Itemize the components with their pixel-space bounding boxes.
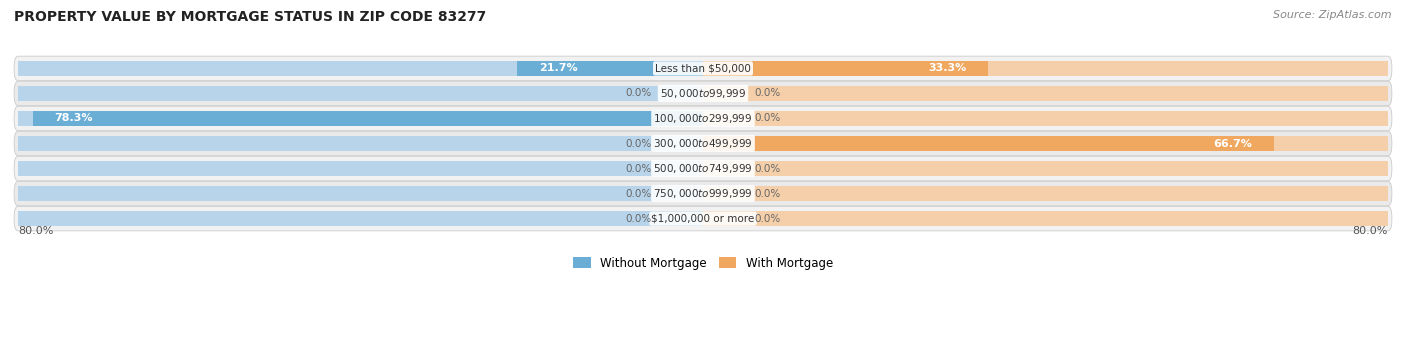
FancyBboxPatch shape [14, 81, 1392, 106]
Text: 0.0%: 0.0% [626, 213, 651, 224]
Text: 0.0%: 0.0% [755, 114, 780, 123]
FancyBboxPatch shape [14, 56, 1392, 81]
Bar [661, 86, 703, 101]
Bar [18, 136, 703, 151]
Bar [18, 161, 703, 176]
Bar [703, 186, 1388, 201]
Bar [661, 186, 703, 201]
Text: 0.0%: 0.0% [626, 189, 651, 198]
Bar [703, 61, 1388, 76]
Text: 0.0%: 0.0% [626, 164, 651, 174]
Text: 0.0%: 0.0% [755, 164, 780, 174]
Text: 33.3%: 33.3% [928, 63, 966, 73]
Bar [661, 211, 703, 226]
Bar [661, 161, 703, 176]
Text: 80.0%: 80.0% [1353, 226, 1388, 236]
Text: $750,000 to $999,999: $750,000 to $999,999 [654, 187, 752, 200]
Bar [18, 186, 703, 201]
FancyBboxPatch shape [14, 131, 1392, 156]
Bar [517, 61, 703, 76]
Text: $100,000 to $299,999: $100,000 to $299,999 [654, 112, 752, 125]
Bar [703, 111, 1388, 126]
Text: 78.3%: 78.3% [55, 114, 93, 123]
Bar [703, 161, 1388, 176]
Bar [703, 86, 1388, 101]
Bar [18, 86, 703, 101]
Bar [703, 136, 1274, 151]
Text: 0.0%: 0.0% [755, 213, 780, 224]
Text: $50,000 to $99,999: $50,000 to $99,999 [659, 87, 747, 100]
Bar [517, 61, 703, 76]
Text: $300,000 to $499,999: $300,000 to $499,999 [654, 137, 752, 150]
FancyBboxPatch shape [14, 156, 1392, 181]
FancyBboxPatch shape [14, 206, 1392, 231]
Legend: Without Mortgage, With Mortgage: Without Mortgage, With Mortgage [568, 252, 838, 274]
Text: 21.7%: 21.7% [538, 63, 578, 73]
Text: $1,000,000 or more: $1,000,000 or more [651, 213, 755, 224]
Text: PROPERTY VALUE BY MORTGAGE STATUS IN ZIP CODE 83277: PROPERTY VALUE BY MORTGAGE STATUS IN ZIP… [14, 10, 486, 24]
Bar [18, 111, 703, 126]
Text: $500,000 to $749,999: $500,000 to $749,999 [654, 162, 752, 175]
Bar [18, 211, 703, 226]
Text: 0.0%: 0.0% [626, 138, 651, 149]
Text: 66.7%: 66.7% [1213, 138, 1253, 149]
Text: 0.0%: 0.0% [626, 88, 651, 99]
Bar [661, 136, 703, 151]
Bar [32, 111, 703, 126]
Bar [32, 111, 703, 126]
Bar [703, 211, 1388, 226]
Text: 0.0%: 0.0% [755, 189, 780, 198]
Text: 0.0%: 0.0% [755, 88, 780, 99]
Text: Less than $50,000: Less than $50,000 [655, 63, 751, 73]
Bar [703, 61, 988, 76]
Text: Source: ZipAtlas.com: Source: ZipAtlas.com [1274, 10, 1392, 20]
Bar [703, 136, 1388, 151]
Bar [18, 61, 703, 76]
FancyBboxPatch shape [14, 106, 1392, 131]
Text: 80.0%: 80.0% [18, 226, 53, 236]
FancyBboxPatch shape [14, 181, 1392, 206]
